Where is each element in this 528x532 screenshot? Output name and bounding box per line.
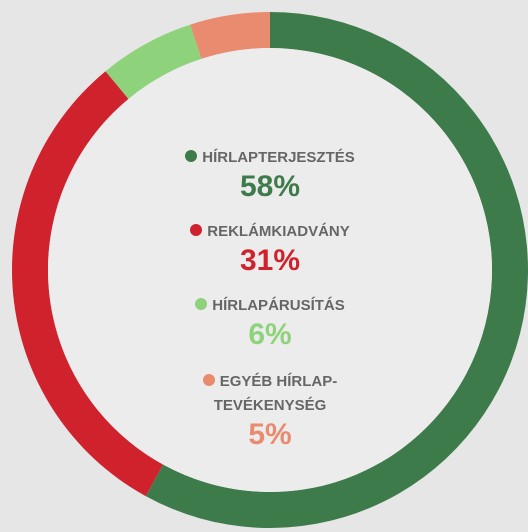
legend-item: EGYÉB HÍRLAP-TEVÉKENYSÉG 5% bbox=[170, 370, 370, 452]
legend-text: REKLÁMKIADVÁNY bbox=[207, 223, 350, 240]
donut-segment bbox=[105, 24, 202, 99]
value-label: 31% bbox=[239, 244, 301, 277]
legend-dot bbox=[202, 374, 215, 386]
value-label: 6% bbox=[248, 318, 292, 351]
legend-text: HÍRLAPTERJESZTÉS bbox=[202, 149, 355, 166]
donut-hole bbox=[48, 48, 492, 492]
donut-segment bbox=[11, 71, 164, 497]
legend-label: EGYÉB HÍRLAP-TEVÉKENYSÉG bbox=[170, 370, 370, 418]
legend-text: HÍRLAPÁRUSÍTÁS bbox=[212, 297, 345, 314]
legend-label: HÍRLAPTERJESZTÉS bbox=[170, 146, 370, 170]
legend-label: HÍRLAPÁRUSÍTÁS bbox=[170, 294, 370, 318]
legend-item: HÍRLAPÁRUSÍTÁS 6% bbox=[170, 294, 370, 352]
value-label: 58% bbox=[239, 170, 301, 203]
legend-item: HÍRLAPTERJESZTÉS 58% bbox=[170, 146, 370, 204]
legend-item: REKLÁMKIADVÁNY 31% bbox=[170, 220, 370, 278]
legend-dot bbox=[190, 224, 203, 236]
value-label: 5% bbox=[248, 418, 292, 451]
legend-label: REKLÁMKIADVÁNY bbox=[170, 220, 370, 244]
donut-segment bbox=[190, 12, 270, 59]
legend-dot bbox=[185, 150, 198, 162]
legend-text: EGYÉB HÍRLAP-TEVÉKENYSÉG bbox=[213, 373, 338, 414]
legend-dot bbox=[195, 298, 208, 310]
donut-segment bbox=[145, 12, 528, 528]
